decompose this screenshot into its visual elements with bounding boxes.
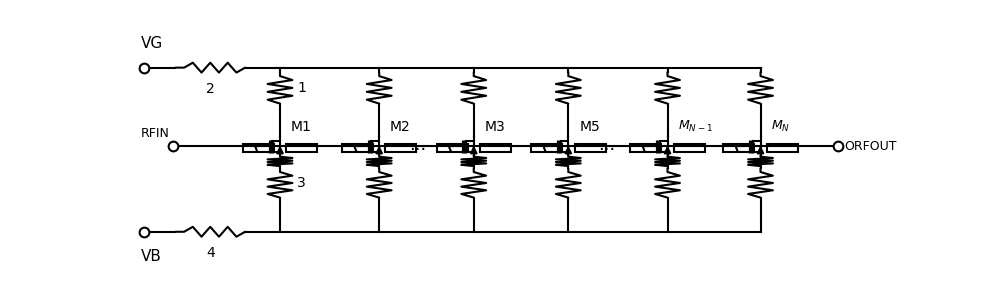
Text: $M_{N}$: $M_{N}$ — [771, 119, 790, 134]
Text: $M_{N-1}$: $M_{N-1}$ — [678, 119, 713, 134]
Bar — [630, 144, 661, 152]
Text: VG: VG — [140, 36, 163, 51]
Bar — [674, 144, 705, 152]
Text: ORFOUT: ORFOUT — [844, 140, 897, 153]
Text: M3: M3 — [485, 120, 505, 134]
Bar — [480, 144, 511, 152]
Text: 1: 1 — [297, 81, 306, 95]
Bar — [243, 144, 274, 152]
Text: ...: ... — [598, 136, 615, 154]
Text: M1: M1 — [291, 120, 312, 134]
Bar — [437, 144, 468, 152]
Text: M5: M5 — [579, 120, 600, 134]
Bar — [723, 144, 754, 152]
Text: M2: M2 — [390, 120, 411, 134]
Text: 4: 4 — [206, 246, 215, 260]
Text: VB: VB — [140, 249, 161, 264]
Text: ...: ... — [409, 136, 426, 154]
Bar — [385, 144, 416, 152]
Bar — [286, 144, 317, 152]
Bar — [342, 144, 373, 152]
Text: 3: 3 — [297, 176, 306, 190]
Bar — [574, 144, 606, 152]
Bar — [767, 144, 798, 152]
Bar — [531, 144, 562, 152]
Text: RFIN: RFIN — [140, 127, 169, 140]
Text: 2: 2 — [206, 82, 215, 96]
